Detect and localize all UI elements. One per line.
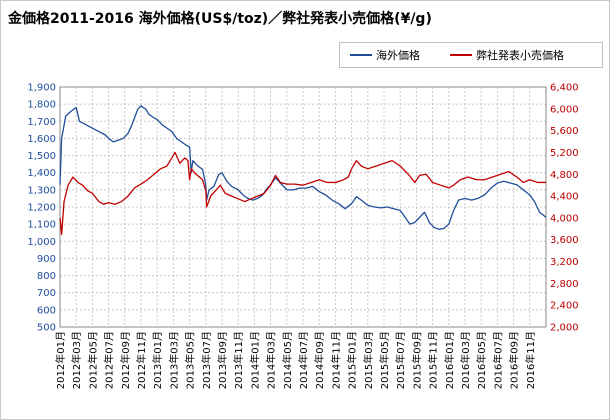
x-tick-label: 2015年03月: [362, 331, 375, 389]
y-left-tick-label: 1,200: [27, 203, 56, 214]
x-tick-label: 2014年11月: [329, 331, 342, 389]
y-right-tick-label: 2,000: [550, 323, 579, 334]
y-left-tick-label: 500: [37, 323, 56, 334]
y-left-tick-label: 1,300: [27, 185, 56, 196]
y-right-tick-label: 4,800: [550, 170, 579, 181]
y-right-tick-label: 5,600: [550, 126, 579, 137]
x-tick-label: 2012年05月: [86, 331, 99, 389]
chart-title: 金価格2011-2016 海外価格(US$/toz)／弊社発表小売価格(¥/g): [8, 11, 432, 27]
y-right-tick-label: 6,000: [550, 104, 579, 115]
x-tick-label: 2013年05月: [184, 331, 197, 389]
y-left-tick-label: 1,100: [27, 220, 56, 231]
x-tick-label: 2014年01月: [248, 331, 261, 389]
legend-swatch-overseas: [350, 54, 372, 56]
y-left-tick-label: 1,500: [27, 151, 56, 162]
y-left-tick-label: 1,000: [27, 237, 56, 248]
y-left-tick-label: 800: [37, 271, 56, 282]
y-right-tick-label: 3,200: [550, 257, 579, 268]
legend-label-retail: 弊社発表小売価格: [476, 49, 564, 62]
legend-item-retail: 弊社発表小売価格: [450, 47, 564, 63]
x-tick-label: 2012年09月: [119, 331, 132, 389]
x-tick-label: 2015年09月: [410, 331, 423, 389]
y-left-tick-label: 600: [37, 305, 56, 316]
y-left-tick-label: 1,800: [27, 100, 56, 111]
plot-border: [59, 86, 547, 328]
x-tick-label: 2013年07月: [200, 331, 213, 389]
y-right-tick-label: 4,000: [550, 213, 579, 224]
y-left-tick-label: 1,400: [27, 168, 56, 179]
x-tick-label: 2012年01月: [54, 331, 67, 389]
x-tick-label: 2013年09月: [216, 331, 229, 389]
x-tick-label: 2013年11月: [232, 331, 245, 389]
x-tick-label: 2015年11月: [427, 331, 440, 389]
x-tick-label: 2012年03月: [70, 331, 83, 389]
x-tick-label: 2016年07月: [491, 331, 504, 389]
x-tick-label: 2016年01月: [443, 331, 456, 389]
y-left-tick-label: 1,700: [27, 117, 56, 128]
y-right-tick-label: 5,200: [550, 148, 579, 159]
y-right-tick-label: 2,400: [550, 301, 579, 312]
y-right-tick-label: 2,800: [550, 279, 579, 290]
y-left-tick-label: 1,900: [27, 83, 56, 94]
x-tick-label: 2013年01月: [151, 331, 164, 389]
y-right-tick-label: 4,400: [550, 192, 579, 203]
x-tick-label: 2014年07月: [297, 331, 310, 389]
x-tick-label: 2015年01月: [346, 331, 359, 389]
x-tick-label: 2016年09月: [508, 331, 521, 389]
x-tick-label: 2012年07月: [103, 331, 116, 389]
y-left-tick-label: 1,600: [27, 134, 56, 145]
legend-label-overseas: 海外価格: [376, 49, 420, 62]
x-tick-label: 2016年11月: [524, 331, 537, 389]
x-tick-label: 2014年03月: [265, 331, 278, 389]
x-tick-label: 2014年09月: [313, 331, 326, 389]
x-tick-label: 2012年11月: [135, 331, 148, 389]
legend-item-overseas: 海外価格: [350, 47, 420, 63]
y-left-tick-label: 700: [37, 288, 56, 299]
x-tick-label: 2015年07月: [394, 331, 407, 389]
x-tick-label: 2013年03月: [167, 331, 180, 389]
y-right-tick-label: 3,600: [550, 235, 579, 246]
x-tick-label: 2016年05月: [475, 331, 488, 389]
legend: 海外価格 弊社発表小売価格: [339, 42, 603, 68]
x-tick-label: 2014年05月: [281, 331, 294, 389]
x-tick-label: 2015年05月: [378, 331, 391, 389]
legend-swatch-retail: [450, 54, 472, 56]
y-left-tick-label: 900: [37, 254, 56, 265]
series-line-retail: [59, 151, 546, 235]
y-right-tick-label: 6,400: [550, 83, 579, 94]
x-tick-label: 2016年03月: [459, 331, 472, 389]
